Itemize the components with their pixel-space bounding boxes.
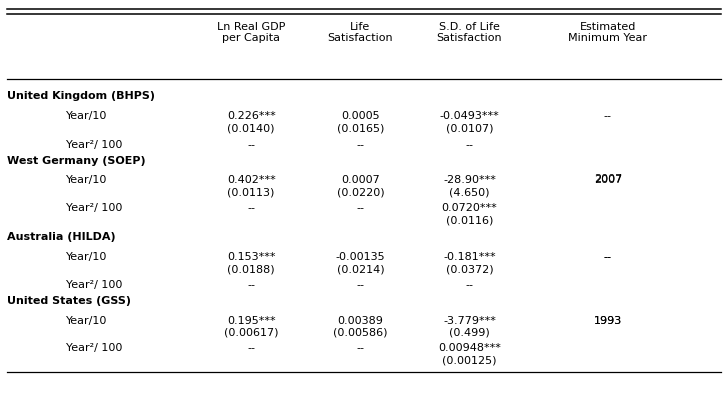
Text: (0.0372): (0.0372) — [446, 264, 494, 274]
Text: -3.779***: -3.779*** — [443, 316, 496, 326]
Text: Year/10: Year/10 — [66, 175, 107, 185]
Text: --: -- — [604, 252, 612, 262]
Text: Ln Real GDP
per Capita: Ln Real GDP per Capita — [217, 22, 285, 43]
Text: --: -- — [604, 252, 612, 262]
Text: 0.0007: 0.0007 — [341, 175, 380, 185]
Text: 0.00948***: 0.00948*** — [438, 343, 501, 353]
Text: 1993: 1993 — [594, 316, 622, 326]
Text: 0.402***: 0.402*** — [227, 175, 275, 185]
Text: S.D. of Life
Satisfaction: S.D. of Life Satisfaction — [437, 22, 502, 43]
Text: West Germany (SOEP): West Germany (SOEP) — [7, 156, 146, 166]
Text: 0.0005: 0.0005 — [341, 111, 380, 121]
Text: 0.153***: 0.153*** — [227, 252, 275, 262]
Text: Year/10: Year/10 — [66, 316, 107, 326]
Text: (0.0107): (0.0107) — [446, 123, 494, 133]
Text: Australia (HILDA): Australia (HILDA) — [7, 232, 116, 242]
Text: (0.0116): (0.0116) — [446, 215, 494, 225]
Text: -0.0493***: -0.0493*** — [440, 111, 499, 121]
Text: (4.650): (4.650) — [449, 187, 490, 197]
Text: (0.0113): (0.0113) — [227, 187, 275, 197]
Text: -0.00135: -0.00135 — [336, 252, 385, 262]
Text: --: -- — [248, 140, 255, 150]
Text: (0.0188): (0.0188) — [227, 264, 275, 274]
Text: 2007: 2007 — [594, 174, 622, 185]
Text: 0.0720***: 0.0720*** — [442, 203, 497, 213]
Text: --: -- — [248, 203, 255, 213]
Text: --: -- — [466, 140, 473, 150]
Text: (0.00586): (0.00586) — [333, 328, 387, 337]
Text: Estimated
Minimum Year: Estimated Minimum Year — [569, 22, 647, 43]
Text: 2007: 2007 — [594, 175, 622, 185]
Text: --: -- — [466, 280, 473, 290]
Text: --: -- — [357, 140, 364, 150]
Text: Year²/ 100: Year²/ 100 — [66, 343, 122, 353]
Text: 0.226***: 0.226*** — [227, 111, 275, 121]
Text: Year²/ 100: Year²/ 100 — [66, 140, 122, 150]
Text: Year²/ 100: Year²/ 100 — [66, 280, 122, 290]
Text: --: -- — [357, 280, 364, 290]
Text: --: -- — [248, 343, 255, 353]
Text: Life
Satisfaction: Life Satisfaction — [328, 22, 393, 43]
Text: (0.00125): (0.00125) — [443, 355, 496, 365]
Text: Year/10: Year/10 — [66, 252, 107, 262]
Text: 1993: 1993 — [594, 316, 622, 326]
Text: -28.90***: -28.90*** — [443, 175, 496, 185]
Text: (0.0140): (0.0140) — [227, 123, 275, 133]
Text: Year/10: Year/10 — [66, 111, 107, 121]
Text: (0.0220): (0.0220) — [336, 187, 384, 197]
Text: Year²/ 100: Year²/ 100 — [66, 203, 122, 213]
Text: 0.195***: 0.195*** — [227, 316, 275, 326]
Text: --: -- — [357, 343, 364, 353]
Text: --: -- — [604, 111, 612, 121]
Text: --: -- — [357, 203, 364, 213]
Text: 0.00389: 0.00389 — [337, 316, 384, 326]
Text: -0.181***: -0.181*** — [443, 252, 496, 262]
Text: (0.0165): (0.0165) — [336, 123, 384, 133]
Text: --: -- — [248, 280, 255, 290]
Text: (0.0214): (0.0214) — [336, 264, 384, 274]
Text: (0.499): (0.499) — [449, 328, 490, 337]
Text: United States (GSS): United States (GSS) — [7, 296, 131, 306]
Text: United Kingdom (BHPS): United Kingdom (BHPS) — [7, 91, 155, 101]
Text: (0.00617): (0.00617) — [224, 328, 278, 337]
